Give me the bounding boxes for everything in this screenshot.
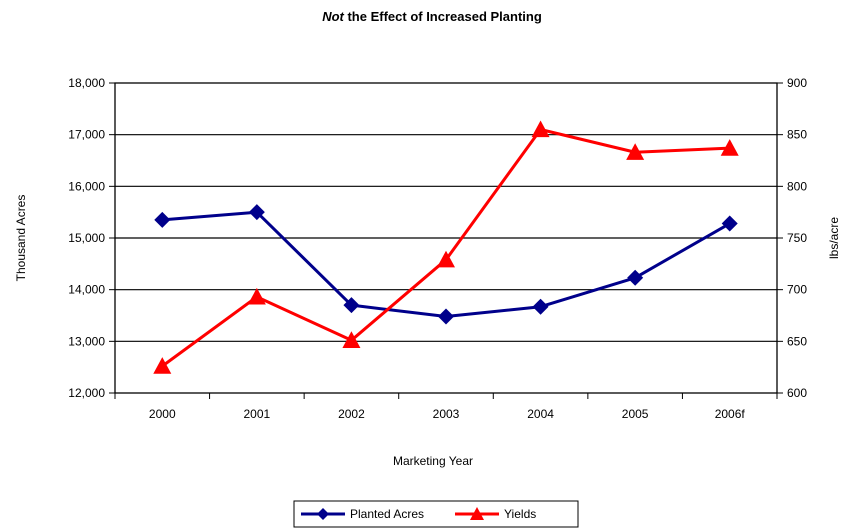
data-point bbox=[343, 297, 360, 314]
y-right-tick-label: 650 bbox=[787, 334, 807, 348]
legend-marker bbox=[470, 507, 484, 520]
y-right-tick-label: 800 bbox=[787, 179, 807, 193]
y-left-tick-label: 12,000 bbox=[68, 386, 105, 400]
data-point bbox=[626, 143, 645, 160]
y-right-tick-label: 900 bbox=[787, 76, 807, 90]
data-point bbox=[721, 215, 738, 232]
legend-label: Planted Acres bbox=[350, 507, 424, 521]
y-right-tick-label: 850 bbox=[787, 128, 807, 142]
x-tick-label: 2002 bbox=[338, 407, 365, 421]
data-point bbox=[438, 308, 454, 325]
data-point bbox=[532, 298, 549, 315]
data-point bbox=[437, 250, 455, 268]
data-point bbox=[248, 204, 265, 221]
y-axis-left-label: Thousand Acres bbox=[14, 195, 28, 282]
y-left-tick-label: 14,000 bbox=[68, 283, 105, 297]
legend-label: Yields bbox=[504, 507, 536, 521]
gridlines bbox=[115, 134, 777, 342]
x-tick-label: 2004 bbox=[527, 407, 554, 421]
data-point bbox=[153, 357, 172, 374]
y-left-tick-label: 16,000 bbox=[68, 179, 105, 193]
x-tick-label: 2003 bbox=[433, 407, 460, 421]
x-tick-label: 2001 bbox=[244, 407, 271, 421]
y-right-tick-label: 750 bbox=[787, 231, 807, 245]
x-tick-label: 2000 bbox=[149, 407, 176, 421]
data-point bbox=[720, 139, 739, 156]
data-point bbox=[247, 287, 266, 305]
series-line bbox=[161, 128, 730, 368]
chart-title-rest: the Effect of Increased Planting bbox=[344, 9, 542, 24]
data-point bbox=[154, 211, 171, 228]
x-tick-label: 2006f bbox=[715, 407, 746, 421]
y-left-tick-label: 15,000 bbox=[68, 231, 105, 245]
chart-title: Not the Effect of Increased Planting bbox=[322, 9, 542, 24]
y-left-tick-label: 18,000 bbox=[68, 76, 105, 90]
y-right-tick-label: 700 bbox=[787, 283, 807, 297]
y-left-tick-label: 13,000 bbox=[68, 334, 105, 348]
legend-marker bbox=[317, 508, 329, 520]
axes: 12,000 600 13,000 650 14,000 700 15,000 750 16,0… bbox=[68, 76, 807, 421]
data-point bbox=[531, 120, 550, 138]
data-point bbox=[342, 331, 361, 348]
data-point bbox=[627, 269, 644, 286]
y-right-tick-label: 600 bbox=[787, 386, 807, 400]
y-axis-right-label: lbs/acre bbox=[827, 217, 841, 259]
series-layer bbox=[153, 120, 739, 374]
x-axis-label: Marketing Year bbox=[393, 454, 473, 468]
chart-title-emphasis: Not bbox=[322, 9, 344, 24]
y-left-tick-label: 17,000 bbox=[68, 128, 105, 142]
legend: Planted Acres Yields bbox=[293, 500, 579, 528]
x-tick-label: 2005 bbox=[622, 407, 649, 421]
